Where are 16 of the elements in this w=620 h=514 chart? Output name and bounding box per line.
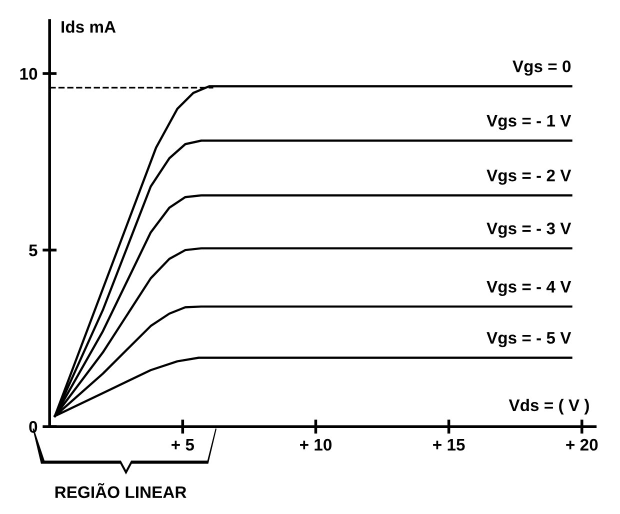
- x-tick-label: + 5: [172, 439, 194, 451]
- x-axis-title: Vds = ( V ): [508, 398, 589, 414]
- series-label: Vgs = - 2 V: [486, 170, 572, 185]
- series-label: Vgs = - 3 V: [486, 222, 572, 238]
- y-tick-label: 5: [29, 244, 38, 256]
- x-tick-label: + 20: [566, 438, 598, 451]
- text: REGIÃO LINEAR: [55, 483, 186, 498]
- series-label: Vgs = - 1 V: [486, 115, 572, 130]
- y-axis-title: Ids mA: [62, 20, 116, 33]
- series-label: Vgs = 0: [512, 60, 571, 76]
- y-tick-label: 10: [20, 68, 38, 80]
- y-tick-label: 0: [29, 421, 38, 433]
- series-label: Vgs = - 5 V: [486, 332, 572, 348]
- x-tick-label: + 15: [433, 439, 465, 451]
- x-tick-label: + 10: [300, 438, 332, 451]
- series-label: Vgs = - 4 V: [486, 280, 572, 296]
